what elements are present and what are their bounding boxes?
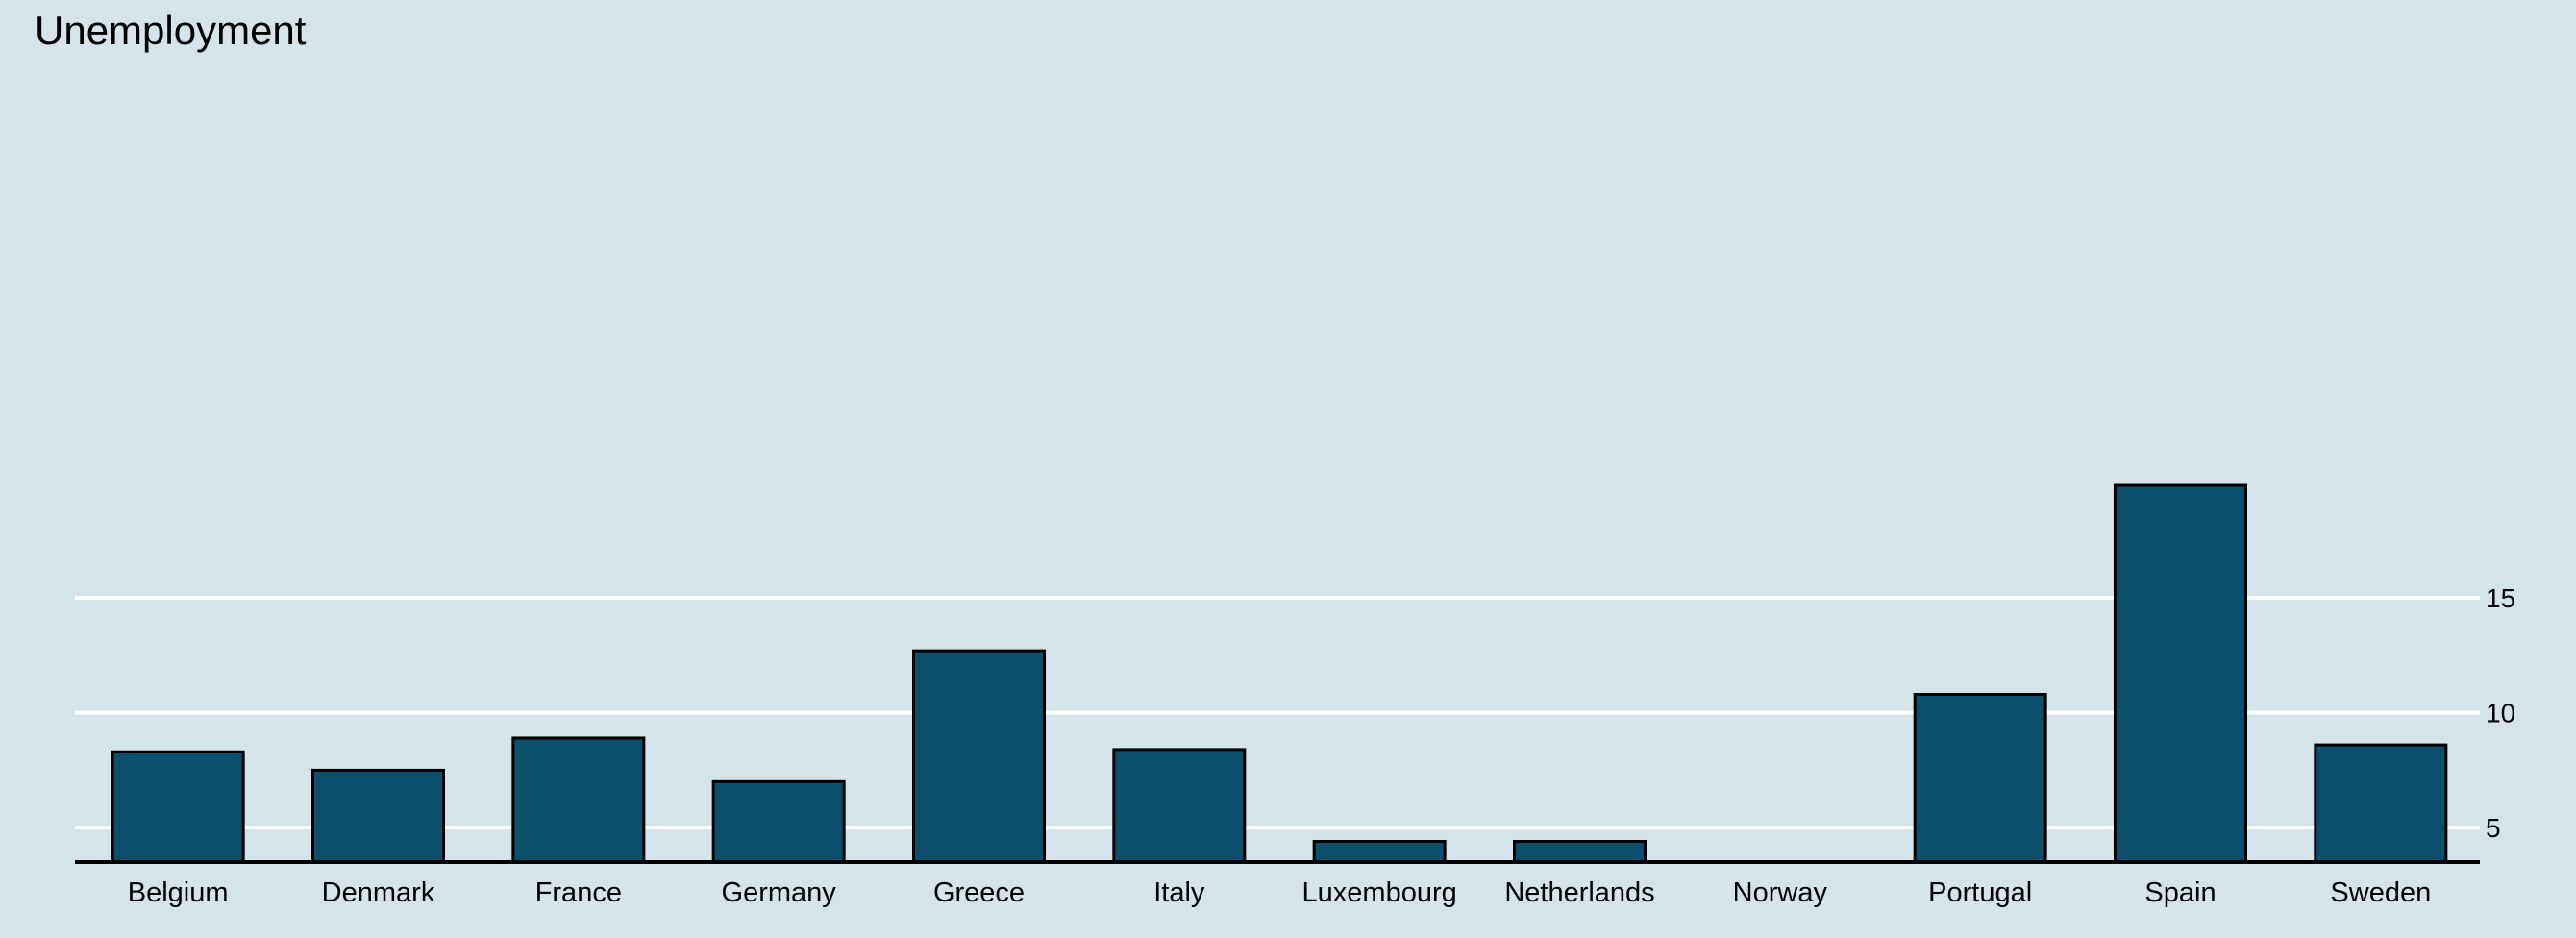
bar-belgium (111, 750, 245, 864)
bar-spain (2114, 483, 2247, 864)
x-tick-label: France (535, 877, 622, 908)
bar-portugal (1913, 693, 2047, 864)
x-tick-label: Greece (933, 877, 1025, 908)
x-tick-label: Belgium (128, 877, 229, 908)
y-tick-label: 5 (2486, 813, 2501, 843)
y-tick-label: 10 (2486, 699, 2515, 728)
x-tick-label: Luxembourg (1302, 877, 1457, 908)
x-tick-label: Spain (2144, 877, 2216, 908)
x-tick-label: Germany (722, 877, 837, 908)
x-tick-label: Norway (1733, 877, 1828, 908)
bar-italy (1112, 748, 1247, 864)
x-tick-label: Denmark (322, 877, 435, 908)
x-tick-label: Italy (1153, 877, 1205, 908)
chart-title: Unemployment (35, 8, 307, 53)
bar-sweden (2314, 743, 2448, 864)
bar-luxembourg (1312, 839, 1447, 864)
bar-netherlands (1513, 839, 1647, 864)
x-tick-label: Sweden (2330, 877, 2431, 908)
x-tick-label: Portugal (1928, 877, 2032, 908)
y-tick-label: 15 (2486, 583, 2515, 613)
x-tick-label: Netherlands (1504, 877, 1654, 908)
bar-denmark (311, 768, 445, 864)
bar-france (511, 736, 646, 864)
bar-greece (912, 649, 1046, 864)
bar-germany (711, 779, 846, 864)
